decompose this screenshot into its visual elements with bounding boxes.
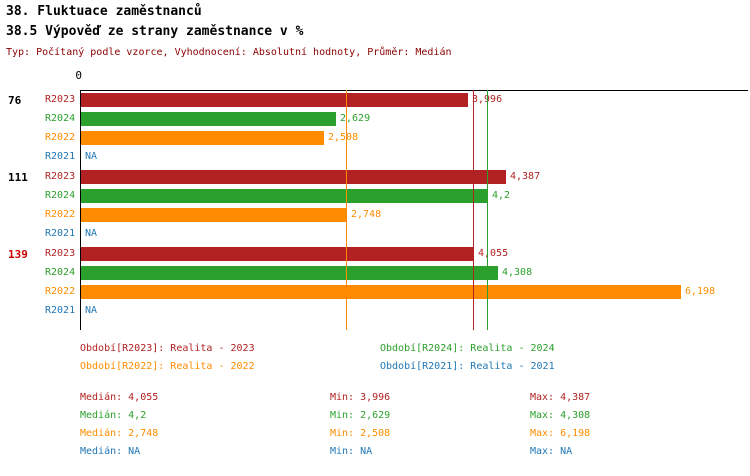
stat-min: Min: NA (330, 446, 373, 457)
median-line-r2022 (346, 90, 347, 330)
bar-value-label: 2,629 (340, 113, 371, 124)
stat-min: Min: 2,508 (330, 428, 391, 439)
bar-r2023 (81, 247, 474, 261)
stat-median: Medián: 2,748 (80, 428, 159, 439)
bar-value-na: NA (85, 151, 98, 162)
series-label-r2023: R2023 (45, 94, 76, 105)
bar-value-label: 2,748 (351, 209, 382, 220)
bar-value-label: 4,055 (478, 248, 509, 259)
stat-max: Max: 4,308 (530, 410, 591, 421)
chart-subtitle: 38.5 Výpověď ze strany zaměstnance v % (6, 24, 304, 39)
bar-value-na: NA (85, 228, 98, 239)
series-label-r2024: R2024 (45, 267, 76, 278)
legend-item: Období[R2022]: Realita - 2022 (80, 361, 255, 372)
series-label-r2021: R2021 (45, 151, 76, 162)
bar-value-label: 2,508 (328, 132, 359, 143)
series-label-r2022: R2022 (45, 209, 76, 220)
group-label: 111 (8, 171, 28, 184)
bar-value-label: 4,2 (492, 190, 511, 201)
group-label: 139 (8, 248, 28, 261)
bar-r2024 (81, 189, 488, 203)
x-axis-line (80, 90, 748, 91)
x-axis-origin-label: 0 (75, 69, 82, 82)
series-label-r2022: R2022 (45, 286, 76, 297)
stat-median: Medián: NA (80, 446, 141, 457)
series-label-r2021: R2021 (45, 228, 76, 239)
stat-min: Min: 3,996 (330, 392, 391, 403)
chart-meta-line: Typ: Počítaný podle vzorce, Vyhodnocení:… (6, 47, 452, 58)
bar-r2022 (81, 285, 681, 299)
legend-item: Období[R2023]: Realita - 2023 (80, 343, 255, 354)
bar-value-label: 4,387 (510, 171, 541, 182)
stat-min: Min: 2,629 (330, 410, 391, 421)
bar-r2022 (81, 208, 347, 222)
stat-median: Medián: 4,055 (80, 392, 159, 403)
bar-value-na: NA (85, 305, 98, 316)
legend-item: Období[R2021]: Realita - 2021 (380, 361, 555, 372)
bar-r2024 (81, 266, 498, 280)
bar-r2023 (81, 93, 468, 107)
median-line-r2023 (473, 90, 474, 330)
bar-r2023 (81, 170, 506, 184)
series-label-r2022: R2022 (45, 132, 76, 143)
bar-value-label: 4,308 (502, 267, 533, 278)
y-axis-line (80, 90, 81, 330)
bar-r2024 (81, 112, 336, 126)
series-label-r2024: R2024 (45, 113, 76, 124)
stat-max: Max: 6,198 (530, 428, 591, 439)
stat-median: Medián: 4,2 (80, 410, 147, 421)
stat-max: Max: 4,387 (530, 392, 591, 403)
stat-max: Max: NA (530, 446, 573, 457)
legend-item: Období[R2024]: Realita - 2024 (380, 343, 555, 354)
chart-title: 38. Fluktuace zaměstnanců (6, 4, 202, 19)
median-line-r2024 (487, 90, 488, 330)
series-label-r2021: R2021 (45, 305, 76, 316)
series-label-r2024: R2024 (45, 190, 76, 201)
series-label-r2023: R2023 (45, 171, 76, 182)
series-label-r2023: R2023 (45, 248, 76, 259)
bar-value-label: 6,198 (685, 286, 716, 297)
group-label: 76 (8, 94, 22, 107)
bar-r2022 (81, 131, 324, 145)
